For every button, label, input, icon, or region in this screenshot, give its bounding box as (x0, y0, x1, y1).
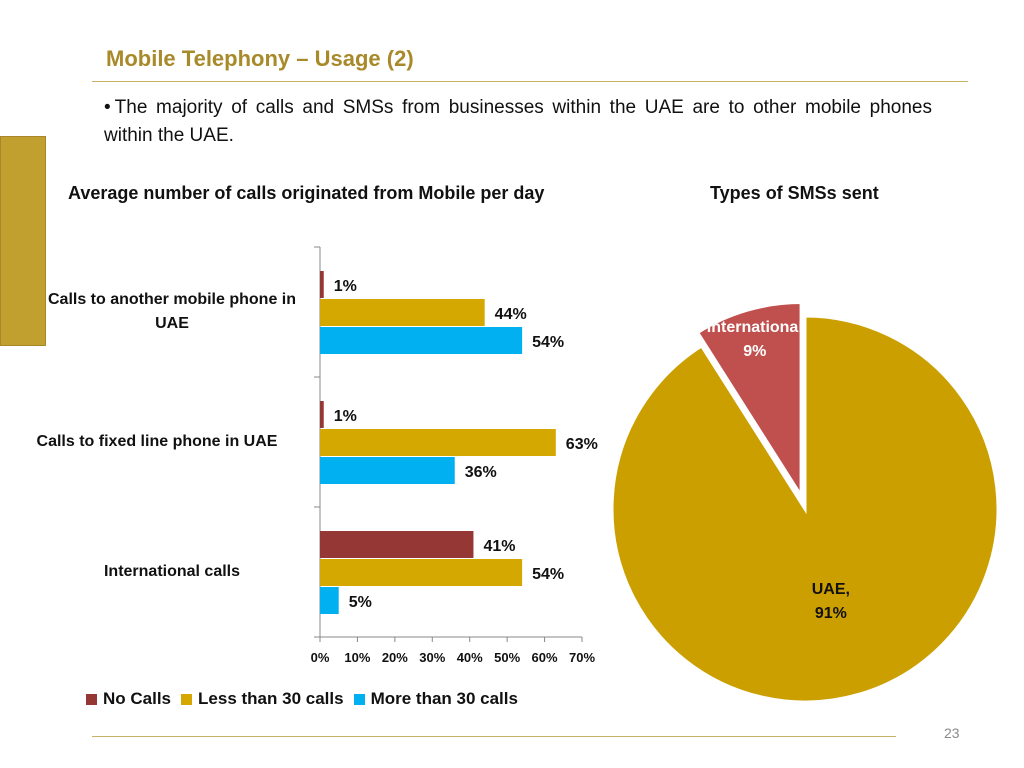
category-label-international: International calls (103, 563, 241, 580)
bar-no-calls (320, 531, 474, 558)
x-tick-label: 0% (311, 650, 330, 665)
bar-less-than-30 (320, 299, 485, 326)
legend-item-less-than-30: Less than 30 calls (181, 689, 344, 709)
legend-label-no-calls: No Calls (103, 689, 172, 708)
bar-less-than-30 (320, 559, 523, 586)
legend-item-more-than-30: More than 30 calls (353, 689, 518, 709)
bar-data-label: 41% (483, 538, 515, 555)
page-number: 23 (944, 725, 960, 741)
bar-less-than-30 (320, 429, 556, 456)
pie-label-international: International (707, 319, 803, 336)
legend-label-more-than-30: More than 30 calls (370, 689, 518, 708)
legend-label-less-than-30: Less than 30 calls (198, 689, 344, 708)
bar-data-label: 54% (532, 566, 564, 583)
bar-more-than-30 (320, 457, 455, 484)
pie-slice-uae (610, 314, 1000, 704)
title-divider (92, 81, 968, 82)
pie-label-uae: UAE, (812, 581, 850, 598)
category-label-fixed: Calls to fixed line phone in UAE (36, 433, 278, 450)
x-tick-label: 10% (344, 650, 370, 665)
bar-no-calls (320, 401, 324, 428)
legend-swatch-no-calls (86, 693, 97, 705)
pie-chart-title: Types of SMSs sent (710, 183, 879, 203)
slide-title: Mobile Telephony – Usage (2) (106, 46, 414, 71)
bar-more-than-30 (320, 327, 523, 354)
side-accent-bar (0, 136, 46, 346)
legend-swatch-less-than-30 (181, 693, 193, 705)
bar-data-label: 5% (349, 594, 372, 611)
category-label-mobile: Calls to another mobile phone in UAE (47, 291, 296, 332)
bar-data-label: 44% (495, 306, 527, 323)
legend-item-no-calls: No Calls (86, 689, 171, 709)
pie-value-international: 9% (743, 343, 766, 360)
bar-more-than-30 (320, 587, 339, 614)
x-tick-label: 70% (569, 650, 595, 665)
x-tick-label: 60% (532, 650, 558, 665)
bar-data-label: 54% (532, 334, 564, 351)
bar-chart-title: Average number of calls originated from … (68, 183, 545, 203)
bullet-text: • The majority of calls and SMSs from bus… (104, 94, 932, 150)
bar-no-calls (320, 271, 324, 298)
bar-data-label: 63% (566, 436, 598, 453)
x-tick-label: 40% (457, 650, 483, 665)
pie-value-uae: 91% (815, 605, 847, 622)
bullet-body: The majority of calls and SMSs from busi… (104, 97, 932, 146)
bar-data-label: 1% (334, 278, 357, 295)
x-tick-label: 50% (494, 650, 520, 665)
bar-data-label: 1% (334, 408, 357, 425)
bar-data-label: 36% (465, 464, 497, 481)
footer-divider (92, 736, 896, 737)
bullet-marker: • (104, 97, 111, 118)
pie-slice-international (695, 301, 803, 501)
legend-swatch-more-than-30 (353, 693, 365, 705)
bar-chart-legend: No Calls Less than 30 calls More than 30… (86, 689, 528, 709)
x-tick-label: 20% (382, 650, 408, 665)
x-tick-label: 30% (419, 650, 445, 665)
